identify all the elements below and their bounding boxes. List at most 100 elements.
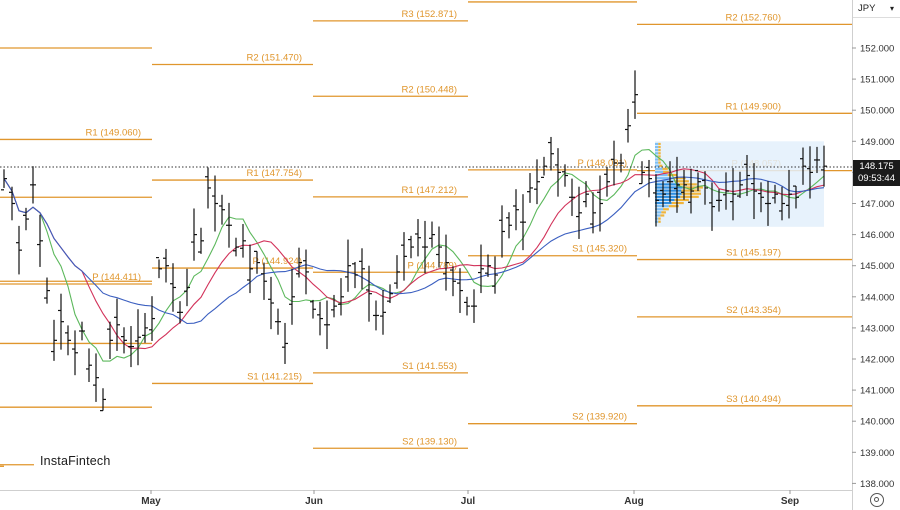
current-price-value: 148.175 xyxy=(859,160,894,172)
profile-bar xyxy=(655,170,664,174)
profile-bar xyxy=(655,208,664,211)
pivot-label: R1 (147.754) xyxy=(247,168,302,179)
profile-bar xyxy=(658,142,661,146)
currency-selector[interactable]: JPY ▾ xyxy=(853,0,900,18)
pivot-label: P (144.924) xyxy=(253,256,302,267)
profile-bar xyxy=(655,180,675,183)
price-tick-label: 151.000 xyxy=(860,75,894,86)
price-tick-label: 138.000 xyxy=(860,479,894,490)
pivot-label: R1 (147.212) xyxy=(402,185,457,196)
profile-bar xyxy=(655,158,659,161)
pivot-label: P (144.789) xyxy=(408,260,457,271)
price-bars xyxy=(1,70,827,412)
profile-bar xyxy=(661,211,666,214)
pivot-label: S3 (140.494) xyxy=(726,394,781,405)
pivot-label: R3 (152.871) xyxy=(402,9,457,20)
time-tick-label: Jul xyxy=(461,496,476,507)
sma-slow-line xyxy=(3,176,825,325)
profile-bar xyxy=(663,170,669,174)
price-tick-label: 149.000 xyxy=(860,137,894,148)
price-tick-label: 150.000 xyxy=(860,106,894,117)
pivot-label: R2 (150.448) xyxy=(402,84,457,95)
profile-bar xyxy=(655,205,669,208)
time-axis: May Jun Jul Aug Sep xyxy=(141,490,799,507)
profile-bar xyxy=(655,192,682,195)
profile-bar xyxy=(655,149,659,152)
profile-bar xyxy=(655,145,659,149)
pivot-label: R2 (152.760) xyxy=(726,12,781,23)
profile-bar xyxy=(658,217,661,220)
grid xyxy=(0,0,853,510)
profile-bar xyxy=(658,155,661,158)
profile-bar xyxy=(662,167,668,170)
profile-bar xyxy=(658,158,661,161)
pivot-label: R2 (151.470) xyxy=(247,52,302,63)
profile-bar xyxy=(655,220,659,223)
price-tick-label: 143.000 xyxy=(860,323,894,334)
profile-bar xyxy=(658,161,661,164)
sma-fast-line xyxy=(3,149,825,362)
pivot-label: S2 (143.354) xyxy=(726,305,781,316)
profile-bar xyxy=(674,198,689,202)
pivot-label: S1 (141.215) xyxy=(247,371,302,382)
price-tick-label: 152.000 xyxy=(860,44,894,55)
profile-bar xyxy=(655,167,663,170)
pivot-label: S1 (145.320) xyxy=(572,244,627,255)
time-tick-label: Jun xyxy=(305,496,323,507)
chevron-down-icon: ▾ xyxy=(889,4,894,13)
price-tick-label: 142.000 xyxy=(860,355,894,366)
pivot-levels: R1 (149.060) P (144.411) R2 (151.470) R1 (1… xyxy=(0,0,852,467)
pivot-label: S2 (139.130) xyxy=(402,436,457,447)
pivot-label: R1 (149.900) xyxy=(726,101,781,112)
time-tick-label: Aug xyxy=(624,496,643,507)
pivot-label: S1 (145.197) xyxy=(726,248,781,259)
price-tick-label: 141.000 xyxy=(860,386,894,397)
pivot-label: S1 (141.553) xyxy=(402,361,457,372)
profile-bar xyxy=(655,189,682,192)
brand-logo: InstaFintech xyxy=(34,441,152,481)
price-tick-label: 144.000 xyxy=(860,292,894,303)
profile-bar xyxy=(655,214,661,217)
profile-bar xyxy=(655,161,659,164)
profile-bar xyxy=(658,145,661,149)
pivot-label: P (148.081) xyxy=(578,158,627,169)
pivot-label: R1 (153.481) xyxy=(572,0,627,1)
profile-bar xyxy=(682,186,703,189)
price-tick-label: 139.000 xyxy=(860,448,894,459)
current-price-badge: 148.175 09:53:44 xyxy=(853,159,900,186)
pivot-label: S2 (139.920) xyxy=(572,412,627,423)
profile-bar xyxy=(655,195,681,198)
profile-bar xyxy=(680,195,699,198)
profile-bar xyxy=(674,180,689,183)
sma-mid-line xyxy=(3,168,825,350)
price-tick-label: 140.000 xyxy=(860,417,894,428)
profile-bar xyxy=(655,217,659,220)
currency-label: JPY xyxy=(858,3,876,14)
moving-averages xyxy=(3,149,825,362)
profile-bar xyxy=(655,173,668,177)
price-tick-label: 146.000 xyxy=(860,230,894,241)
profile-bar xyxy=(655,198,675,202)
gear-icon[interactable] xyxy=(870,493,884,507)
profile-bar xyxy=(655,183,680,186)
price-tick-label: 147.000 xyxy=(860,199,894,210)
profile-bar xyxy=(655,177,673,180)
profile-bar xyxy=(655,152,659,155)
price-axis: 138.000 139.000 140.000 141.000 142.000 143.0… xyxy=(852,44,894,490)
time-tick-label: Sep xyxy=(781,496,799,507)
profile-bar xyxy=(658,149,661,152)
time-tick-label: May xyxy=(141,496,161,507)
profile-bar xyxy=(679,183,697,186)
profile-bar xyxy=(672,177,686,180)
pivot-label: P (144.411) xyxy=(92,272,141,283)
profile-bar xyxy=(655,186,683,189)
profile-bar xyxy=(658,220,661,223)
profile-bar xyxy=(655,142,659,146)
profile-bar xyxy=(663,208,669,211)
profile-bar xyxy=(660,214,665,217)
price-tick-label: 145.000 xyxy=(860,261,894,272)
profile-bar xyxy=(658,152,661,155)
countdown-timer: 09:53:44 xyxy=(858,172,895,184)
profile-bar xyxy=(655,211,662,214)
